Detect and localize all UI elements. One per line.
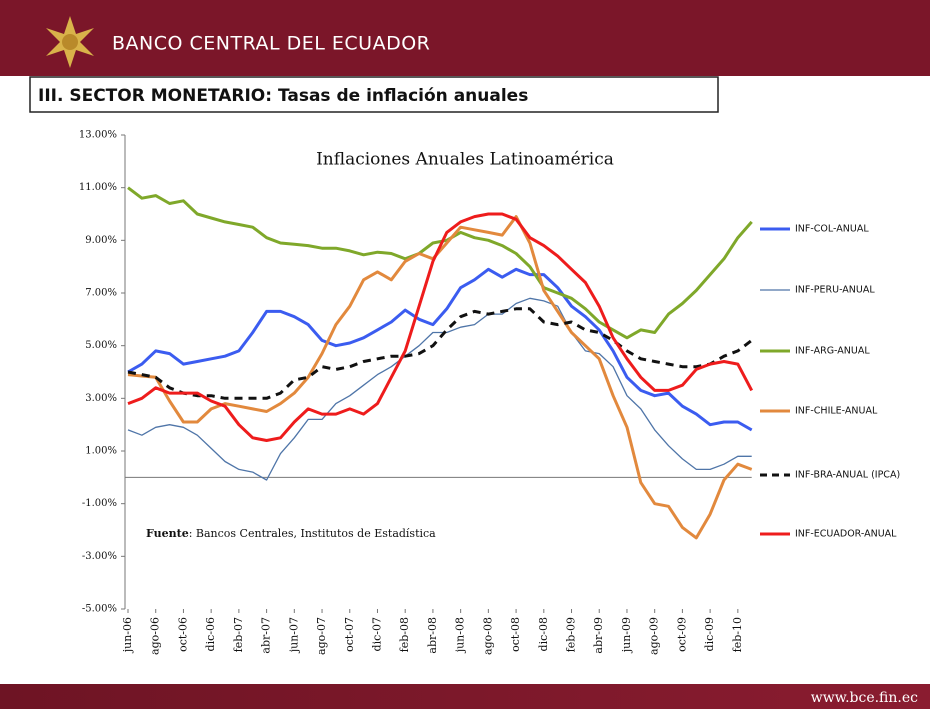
x-tick-label: oct-09 <box>675 617 688 652</box>
series-line <box>127 186 753 340</box>
x-tick-label: dic-09 <box>703 617 716 651</box>
logo <box>46 16 94 68</box>
x-tick-label: ago-06 <box>149 617 162 655</box>
y-tick-label: -3.00% <box>82 551 117 562</box>
slide-title: III. SECTOR MONETARIO: Tasas de inflació… <box>38 86 528 106</box>
chart-title: Inflaciones Anuales Latinoamérica <box>316 150 614 170</box>
y-tick-label: 7.00% <box>85 288 117 299</box>
series-line <box>127 215 753 540</box>
legend-label: INF-PERU-ANUAL <box>795 285 875 296</box>
x-tick-label: feb-10 <box>731 617 744 652</box>
x-tick-label: dic-07 <box>370 617 383 651</box>
x-tick-label: dic-06 <box>204 617 217 651</box>
x-tick-label: feb-09 <box>565 617 578 652</box>
y-tick-label: -1.00% <box>82 498 117 509</box>
legend-label: INF-CHILE-ANUAL <box>795 406 878 417</box>
legend-label: INF-COL-ANUAL <box>795 224 869 235</box>
series-line <box>127 307 753 400</box>
legend-label: INF-BRA-ANUAL (IPCA) <box>795 470 900 481</box>
y-tick-label: 5.00% <box>85 340 117 351</box>
series-line <box>127 267 753 432</box>
source-note: Fuente: Bancos Centrales, Institutos de … <box>146 527 436 540</box>
x-tick-label: feb-07 <box>232 617 245 652</box>
header-band <box>0 0 930 76</box>
x-tick-label: abr-08 <box>426 617 439 654</box>
title-box <box>29 76 719 113</box>
legend-label: INF-ECUADOR-ANUAL <box>795 529 897 540</box>
x-tick-label: dic-08 <box>537 617 550 651</box>
x-tick-label: oct-08 <box>509 617 522 652</box>
series-line <box>127 212 754 442</box>
x-tick-label: oct-06 <box>176 617 189 652</box>
legend-label: INF-ARG-ANUAL <box>795 346 870 357</box>
x-tick-label: jun-07 <box>287 617 300 654</box>
x-tick-label: jun-09 <box>620 617 633 654</box>
y-tick-label: -5.00% <box>82 604 117 615</box>
y-tick-label: 9.00% <box>85 235 117 246</box>
series-line <box>127 297 752 481</box>
source-label: Fuente <box>146 527 189 540</box>
y-tick-label: 3.00% <box>85 393 117 404</box>
y-tick-label: 11.00% <box>79 182 117 193</box>
x-tick-label: ago-08 <box>481 617 494 655</box>
y-tick-label: 13.00% <box>79 130 117 141</box>
x-tick-label: jun-08 <box>454 617 467 654</box>
x-tick-label: abr-07 <box>260 617 273 654</box>
source-text: : Bancos Centrales, Institutos de Estadí… <box>189 527 436 540</box>
institution: BANCO CENTRAL DEL ECUADOR <box>112 33 430 55</box>
x-tick-label: jun-06 <box>121 617 134 654</box>
footer-band <box>0 684 930 709</box>
x-tick-label: oct-07 <box>343 617 356 652</box>
y-tick-label: 1.00% <box>85 446 117 457</box>
x-tick-label: feb-08 <box>398 617 411 652</box>
x-tick-label: ago-09 <box>648 617 661 655</box>
footer-url: www.bce.fin.ec <box>811 690 918 706</box>
x-tick-label: ago-07 <box>315 617 328 655</box>
x-tick-label: abr-09 <box>592 617 605 654</box>
